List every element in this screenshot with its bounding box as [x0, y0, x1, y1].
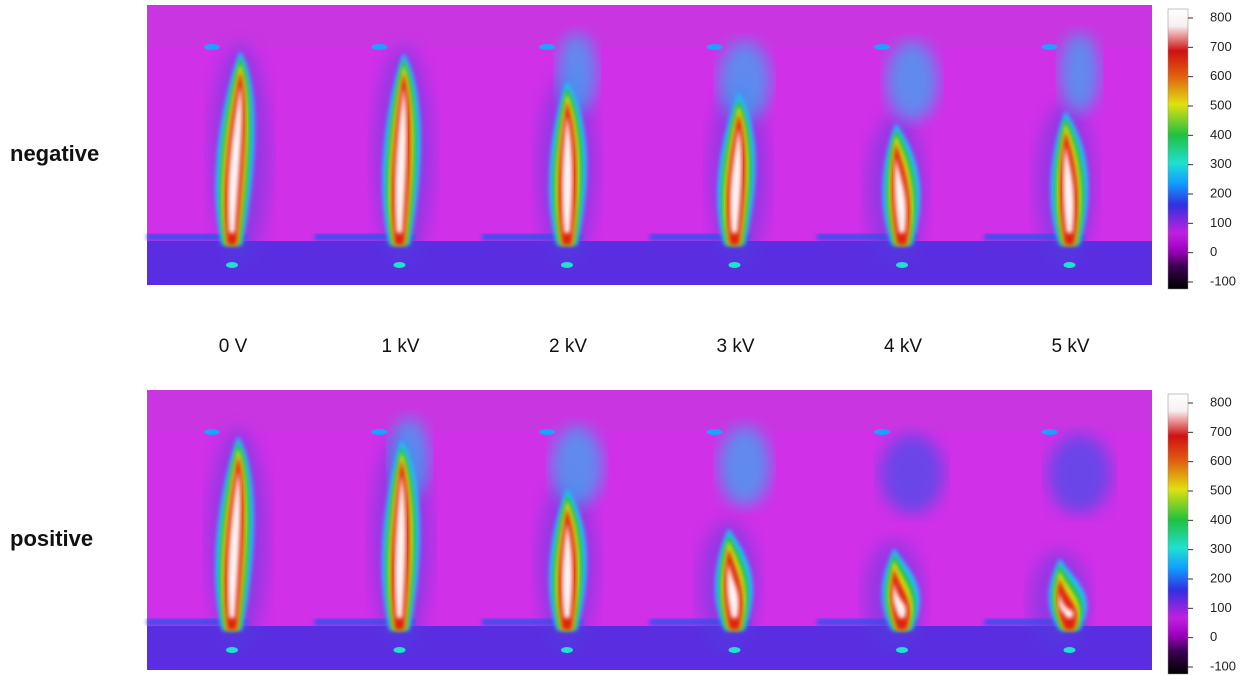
nozzle-mark [204, 44, 220, 50]
column-label: 3 kV [716, 336, 754, 357]
flame-layer [893, 582, 907, 618]
image-top-band [147, 390, 315, 432]
burner-tip [561, 262, 573, 268]
nozzle-mark [539, 429, 555, 435]
colorbar-tick-label: -100 [1210, 658, 1236, 673]
colorbar-tick-label: 600 [1210, 68, 1232, 83]
colorbar [1167, 393, 1189, 675]
burner-tip [226, 647, 238, 653]
flame-layer [395, 87, 407, 233]
burner-tip [561, 647, 573, 653]
nozzle-mark [874, 44, 890, 50]
burner-plate [314, 619, 415, 625]
flame-layer [394, 474, 406, 618]
colorbar-tick-label: 800 [1210, 394, 1232, 409]
colorbar-tick-label: 0 [1210, 629, 1217, 644]
colorbar [1167, 8, 1189, 290]
nozzle-mark [874, 429, 890, 435]
plume [886, 41, 938, 121]
nozzle-mark [1041, 429, 1058, 435]
nozzle-mark [371, 429, 388, 435]
colorbar-tick-label: 0 [1210, 244, 1217, 259]
colorbar-tick-label: 100 [1210, 215, 1232, 230]
colorbar-tick-label: 400 [1210, 512, 1232, 527]
burner-tip [728, 262, 741, 268]
burner-plate [482, 619, 582, 625]
column-label: 4 kV [884, 336, 922, 357]
burner-plate [817, 619, 917, 625]
burner-plate [147, 619, 247, 625]
burner-tip [896, 647, 908, 653]
nozzle-mark [706, 44, 723, 50]
burner-tip [1063, 647, 1076, 653]
column-label: 0 V [219, 336, 248, 357]
flame-layer [1058, 592, 1074, 618]
nozzle-mark [371, 44, 388, 50]
nozzle-mark [706, 429, 723, 435]
plume [1059, 33, 1100, 113]
burner-tip [728, 647, 741, 653]
flame-layer [561, 522, 573, 618]
colorbar-tick-label: 200 [1210, 185, 1232, 200]
colorbar-tick-label: -100 [1210, 273, 1236, 288]
image-top-band [314, 5, 482, 47]
colorbar-tick-label: 600 [1210, 453, 1232, 468]
nozzle-mark [539, 44, 555, 50]
column-label: 1 kV [381, 336, 419, 357]
image-top-band [649, 5, 817, 47]
burner-plate [147, 234, 247, 240]
burner-plate [649, 619, 750, 625]
colorbar-tick-label: 700 [1210, 39, 1232, 54]
image-top-band [482, 390, 650, 432]
burner-tip [393, 647, 406, 653]
row-label: positive [10, 526, 93, 551]
flame-layer [730, 127, 742, 233]
flame-layer [894, 157, 907, 233]
burner-tip [393, 262, 406, 268]
nozzle-mark [1041, 44, 1058, 50]
plume [1047, 434, 1112, 514]
burner-tip [226, 262, 238, 268]
burner-tip [1063, 262, 1076, 268]
burner-plate [817, 234, 917, 240]
plume [551, 426, 603, 506]
image-top-band [984, 390, 1152, 432]
flame-layer [227, 470, 241, 618]
image-top-band [147, 5, 315, 47]
burner-plate [649, 234, 750, 240]
burner-plate [314, 234, 415, 240]
flame-layer [227, 85, 243, 233]
colorbar-tick-label: 800 [1210, 9, 1232, 24]
image-top-band [817, 5, 985, 47]
flame-layer [561, 115, 573, 233]
colorbar-tick-label: 100 [1210, 600, 1232, 615]
burner-plate [482, 234, 582, 240]
colorbar-tick-label: 300 [1210, 156, 1232, 171]
colorbar-tick-label: 700 [1210, 424, 1232, 439]
image-top-band [649, 390, 817, 432]
colorbar-tick-label: 200 [1210, 570, 1232, 585]
plume [718, 41, 771, 121]
colorbar-tick-label: 500 [1210, 97, 1232, 112]
flame-layer [1063, 145, 1075, 233]
burner-plate [984, 234, 1085, 240]
colorbar-tick-label: 400 [1210, 127, 1232, 142]
column-label: 5 kV [1051, 336, 1089, 357]
nozzle-mark [204, 429, 220, 435]
colorbar-tick-label: 500 [1210, 482, 1232, 497]
row-label: negative [10, 141, 99, 166]
column-label: 2 kV [549, 336, 587, 357]
colorbar-tick-label: 300 [1210, 541, 1232, 556]
image-top-band [817, 390, 985, 432]
plume [880, 434, 944, 514]
burner-tip [896, 262, 908, 268]
flame-layer [727, 562, 739, 618]
plume [718, 426, 771, 506]
